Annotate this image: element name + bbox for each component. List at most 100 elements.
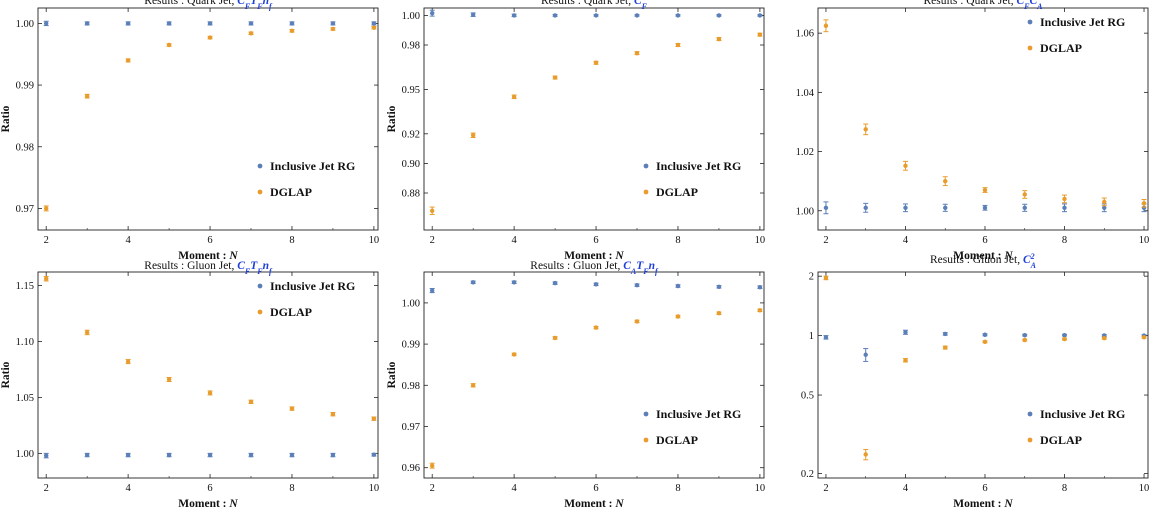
data-point-dglap (757, 32, 763, 37)
chart-title: Results : Quark Jet, CFTFnf (144, 0, 273, 11)
legend-item-inclusive: Inclusive Jet RG (1027, 407, 1125, 421)
legend-marker (257, 189, 263, 195)
y-tick-label: 0.5 (801, 391, 814, 402)
x-tick-label: 10 (369, 483, 380, 494)
data-point-dglap (593, 60, 599, 65)
chart-title-prefix: Results : Quark Jet, (924, 0, 1017, 7)
x-tick-label: 2 (44, 235, 49, 246)
legend-label: DGLAP (656, 185, 698, 199)
y-tick-label: 1 (809, 331, 814, 342)
data-point-dglap (429, 206, 435, 215)
chart-title-math: CATFnf (623, 260, 659, 276)
data-point-dglap (863, 448, 869, 461)
y-tick-label: 0.98 (402, 41, 420, 52)
x-tick-label: 6 (593, 483, 598, 494)
chart-title: Results : Quark Jet, CFCA (924, 0, 1044, 11)
data-point-inclusive (552, 13, 558, 18)
x-tick-label: 4 (511, 483, 517, 494)
chart-panel-5: Results : Gluon Jet, CATFnf 2 4 6 8 10 0.96 0.9… (386, 260, 765, 510)
legend-label: Inclusive Jet RG (270, 279, 355, 293)
chart-title: Results : Gluon Jet, CFTFnf (144, 260, 273, 276)
chart-title-math: C2F (634, 0, 648, 11)
x-tick-label: 8 (675, 235, 680, 246)
data-point-inclusive (511, 280, 517, 285)
legend-label: Inclusive Jet RG (656, 407, 741, 421)
data-point-inclusive (942, 331, 948, 337)
x-axis-label: Moment : N (953, 250, 1013, 262)
data-point-dglap (823, 275, 829, 281)
legend-label: Inclusive Jet RG (1040, 407, 1125, 421)
legend-marker (1027, 45, 1033, 51)
legend-label: DGLAP (270, 305, 312, 319)
y-axis-label: Ratio (386, 105, 398, 132)
legend-marker (643, 189, 649, 195)
x-tick-label: 2 (44, 483, 49, 494)
x-tick-label: 6 (207, 235, 212, 246)
legend-label: DGLAP (656, 433, 698, 447)
legend-marker (257, 309, 263, 315)
x-tick-label: 2 (823, 235, 828, 246)
data-point-dglap (511, 94, 517, 100)
data-point-inclusive (84, 452, 90, 458)
data-point-dglap (1101, 197, 1107, 207)
plot-frame (817, 7, 1149, 231)
x-axis-label: Moment : N (564, 498, 624, 510)
data-point-inclusive (166, 21, 172, 26)
data-point-dglap (43, 205, 49, 212)
data-point-inclusive (902, 203, 908, 213)
data-point-inclusive (330, 21, 336, 26)
data-point-inclusive (125, 452, 131, 458)
x-tick-label: 2 (823, 483, 828, 494)
data-point-inclusive (371, 21, 377, 26)
data-point-inclusive (863, 202, 869, 213)
y-tick-label: 0.99 (402, 340, 420, 351)
data-point-dglap (289, 406, 295, 411)
data-point-dglap (863, 123, 869, 136)
data-point-inclusive (757, 285, 763, 290)
data-point-inclusive (43, 20, 49, 27)
y-tick-label: 1.06 (796, 29, 814, 40)
chart-title-prefix: Results : Gluon Jet, (930, 254, 1023, 266)
data-point-inclusive (470, 12, 476, 17)
legend-item-dglap: DGLAP (257, 305, 312, 319)
data-point-dglap (675, 314, 681, 319)
y-tick-label: 0.98 (402, 381, 420, 392)
data-point-inclusive (634, 282, 640, 288)
legend-marker (643, 163, 649, 169)
data-point-inclusive (429, 9, 435, 17)
x-tick-label: 4 (903, 483, 909, 494)
x-tick-label: 8 (1062, 235, 1067, 246)
y-tick-label: 0.97 (402, 422, 420, 433)
y-tick-label: 1.15 (16, 281, 34, 292)
data-point-dglap (1101, 336, 1107, 341)
data-point-inclusive (552, 280, 558, 286)
chart-title: Results : Gluon Jet, C2 A (930, 252, 1037, 270)
x-axis-label: Moment : N (953, 498, 1013, 510)
data-point-inclusive (371, 452, 377, 457)
chart-title: Results : Gluon Jet, CATFnf (530, 260, 659, 276)
data-point-dglap (470, 132, 476, 138)
y-tick-label: 0.95 (402, 85, 420, 96)
y-tick-label: 1.00 (796, 206, 814, 217)
data-point-inclusive (166, 452, 172, 458)
legend-item-dglap: DGLAP (643, 433, 698, 447)
y-axis-label: Ratio (386, 361, 398, 388)
data-point-inclusive (634, 13, 640, 18)
data-point-inclusive (823, 335, 829, 340)
y-tick-label: 0.99 (16, 81, 34, 92)
data-point-inclusive (248, 452, 254, 458)
data-point-dglap (289, 28, 295, 34)
data-point-dglap (757, 308, 763, 313)
x-tick-label: 10 (1139, 483, 1150, 494)
data-point-inclusive (207, 21, 213, 26)
x-axis-label: Moment : N (564, 250, 624, 262)
legend-item-dglap: DGLAP (257, 185, 312, 199)
data-point-dglap (593, 325, 599, 330)
x-tick-label: 6 (593, 235, 598, 246)
x-tick-label: 8 (675, 483, 680, 494)
data-point-inclusive (593, 282, 599, 287)
legend-marker (257, 163, 263, 169)
data-point-dglap (125, 359, 131, 365)
chart-panel-2: Results : Quark Jet, C2F 2 4 6 8 10 0.88 0.90 0.… (386, 0, 765, 262)
